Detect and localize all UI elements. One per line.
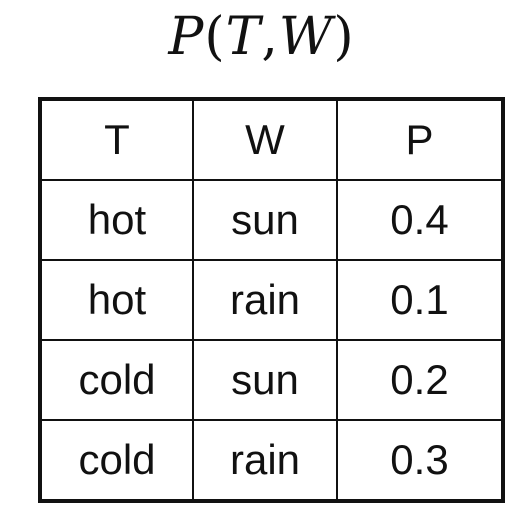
cell-t: hot	[39, 179, 194, 261]
joint-probability-table: T W P hot sun 0.4 hot rain 0.1 cold sun …	[38, 97, 505, 503]
cell-p: 0.3	[336, 419, 504, 502]
title-arg-w: W	[278, 7, 334, 67]
title-arg-t: T	[225, 7, 262, 67]
cell-w: rain	[192, 259, 338, 341]
cell-p: 0.2	[336, 339, 504, 421]
table-row: hot rain 0.1	[39, 259, 504, 341]
cell-p: 0.1	[336, 259, 504, 341]
cell-t: cold	[39, 339, 194, 421]
cell-p: 0.4	[336, 179, 504, 261]
header-t: T	[39, 98, 194, 181]
table-row: hot sun 0.4	[39, 179, 504, 261]
cell-w: rain	[192, 419, 338, 502]
cell-t: cold	[39, 419, 194, 502]
title-open-paren: (	[204, 7, 226, 67]
cell-w: sun	[192, 179, 338, 261]
cell-w: sun	[192, 339, 338, 421]
table-header-row: T W P	[39, 98, 504, 181]
table-row: cold sun 0.2	[39, 339, 504, 421]
title-comma: ,	[261, 7, 279, 67]
joint-distribution-title: P(T,W)	[0, 2, 523, 72]
cell-t: hot	[39, 259, 194, 341]
title-close-paren: )	[333, 7, 355, 67]
table-row: cold rain 0.3	[39, 419, 504, 502]
title-function: P	[168, 7, 205, 67]
header-p: P	[336, 98, 504, 181]
header-w: W	[192, 98, 338, 181]
